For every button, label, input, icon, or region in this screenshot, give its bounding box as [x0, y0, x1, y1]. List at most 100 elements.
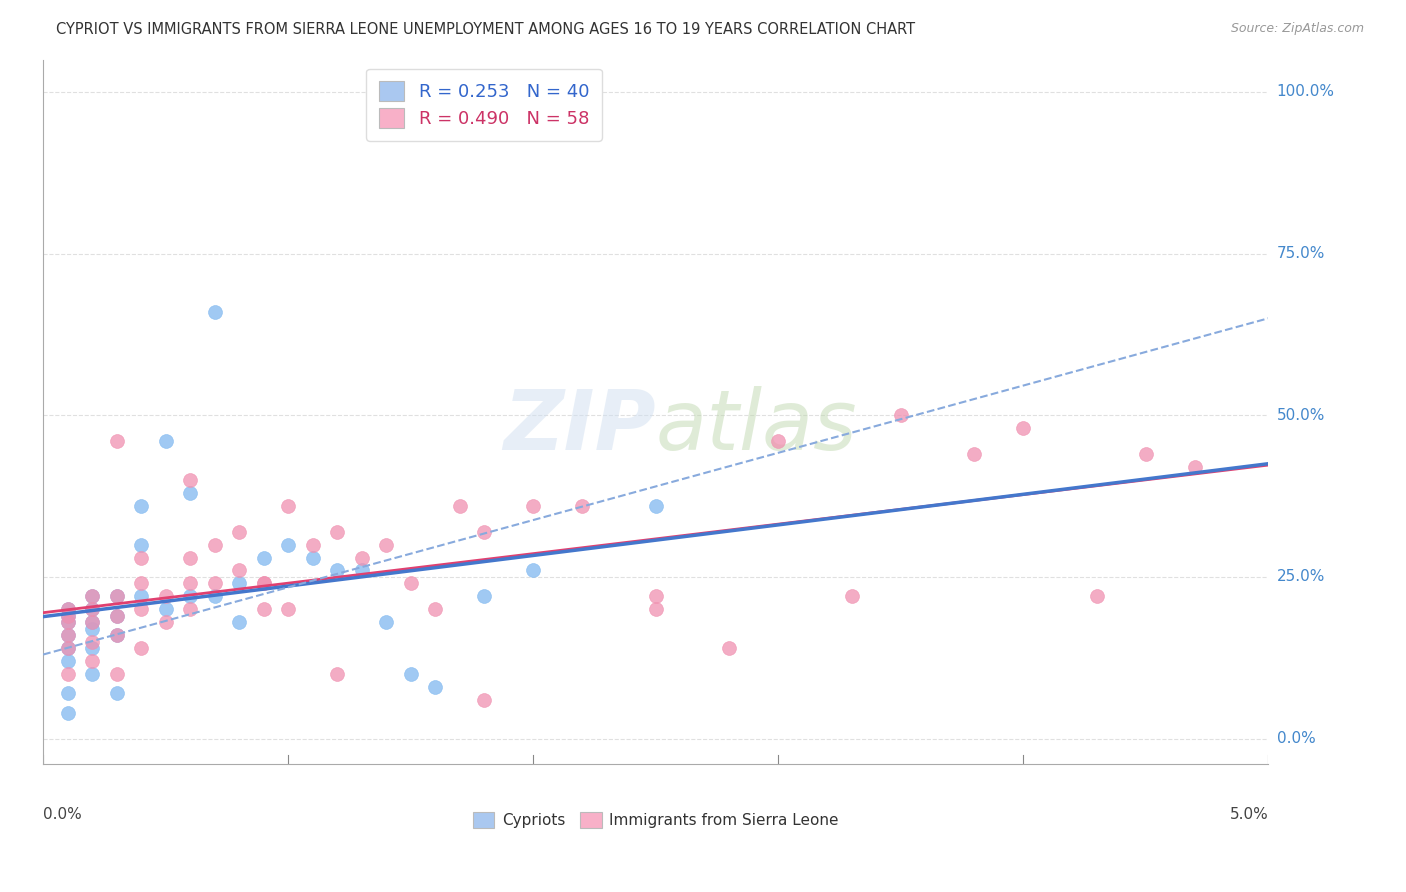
Point	[82, 590, 104, 604]
Point	[155, 602, 177, 616]
Point	[56, 641, 79, 656]
Point	[129, 499, 152, 513]
Point	[228, 564, 250, 578]
Point	[204, 590, 226, 604]
Point	[399, 667, 422, 681]
Point	[1012, 421, 1035, 435]
Point	[253, 602, 276, 616]
Point	[253, 550, 276, 565]
Point	[253, 576, 276, 591]
Point	[82, 602, 104, 616]
Point	[963, 447, 986, 461]
Point	[56, 608, 79, 623]
Text: 0.0%: 0.0%	[44, 806, 82, 822]
Point	[56, 615, 79, 630]
Point	[399, 576, 422, 591]
Point	[129, 602, 152, 616]
Point	[105, 608, 128, 623]
Point	[472, 524, 495, 539]
Point	[768, 434, 790, 449]
Point	[82, 590, 104, 604]
Point	[841, 590, 863, 604]
Point	[82, 602, 104, 616]
Text: ZIP: ZIP	[503, 385, 655, 467]
Text: atlas: atlas	[655, 385, 858, 467]
Text: 0.0%: 0.0%	[1277, 731, 1316, 746]
Point	[204, 576, 226, 591]
Point	[56, 706, 79, 720]
Point	[326, 524, 349, 539]
Point	[82, 622, 104, 636]
Point	[204, 538, 226, 552]
Point	[56, 602, 79, 616]
Point	[1184, 460, 1206, 475]
Point	[472, 590, 495, 604]
Point	[718, 641, 741, 656]
Point	[129, 576, 152, 591]
Point	[644, 602, 666, 616]
Point	[350, 550, 373, 565]
Text: 5.0%: 5.0%	[1230, 806, 1268, 822]
Point	[644, 590, 666, 604]
Point	[644, 499, 666, 513]
Point	[155, 434, 177, 449]
Point	[105, 667, 128, 681]
Point	[56, 654, 79, 668]
Text: 50.0%: 50.0%	[1277, 408, 1324, 423]
Point	[56, 686, 79, 700]
Point	[326, 564, 349, 578]
Point	[472, 693, 495, 707]
Point	[1135, 447, 1157, 461]
Text: 25.0%: 25.0%	[1277, 569, 1324, 584]
Point	[105, 608, 128, 623]
Point	[301, 538, 323, 552]
Point	[522, 564, 544, 578]
Point	[890, 409, 912, 423]
Point	[179, 473, 201, 487]
Text: 75.0%: 75.0%	[1277, 246, 1324, 261]
Point	[56, 615, 79, 630]
Point	[228, 576, 250, 591]
Point	[56, 628, 79, 642]
Point	[56, 641, 79, 656]
Point	[326, 667, 349, 681]
Point	[375, 538, 398, 552]
Point	[155, 615, 177, 630]
Point	[253, 576, 276, 591]
Point	[204, 305, 226, 319]
Point	[82, 615, 104, 630]
Text: Source: ZipAtlas.com: Source: ZipAtlas.com	[1230, 22, 1364, 36]
Point	[82, 667, 104, 681]
Point	[228, 615, 250, 630]
Point	[129, 590, 152, 604]
Point	[155, 590, 177, 604]
Point	[301, 550, 323, 565]
Point	[56, 628, 79, 642]
Point	[425, 680, 447, 694]
Point	[179, 486, 201, 500]
Point	[449, 499, 471, 513]
Point	[56, 667, 79, 681]
Point	[277, 499, 299, 513]
Text: 100.0%: 100.0%	[1277, 85, 1334, 99]
Point	[105, 434, 128, 449]
Point	[425, 602, 447, 616]
Point	[56, 602, 79, 616]
Point	[571, 499, 593, 513]
Point	[82, 641, 104, 656]
Point	[1085, 590, 1108, 604]
Point	[179, 602, 201, 616]
Point	[129, 538, 152, 552]
Point	[129, 641, 152, 656]
Point	[105, 628, 128, 642]
Point	[105, 628, 128, 642]
Point	[277, 602, 299, 616]
Point	[82, 654, 104, 668]
Point	[105, 590, 128, 604]
Point	[129, 550, 152, 565]
Text: CYPRIOT VS IMMIGRANTS FROM SIERRA LEONE UNEMPLOYMENT AMONG AGES 16 TO 19 YEARS C: CYPRIOT VS IMMIGRANTS FROM SIERRA LEONE …	[56, 22, 915, 37]
Point	[522, 499, 544, 513]
Point	[179, 550, 201, 565]
Point	[228, 524, 250, 539]
Point	[82, 615, 104, 630]
